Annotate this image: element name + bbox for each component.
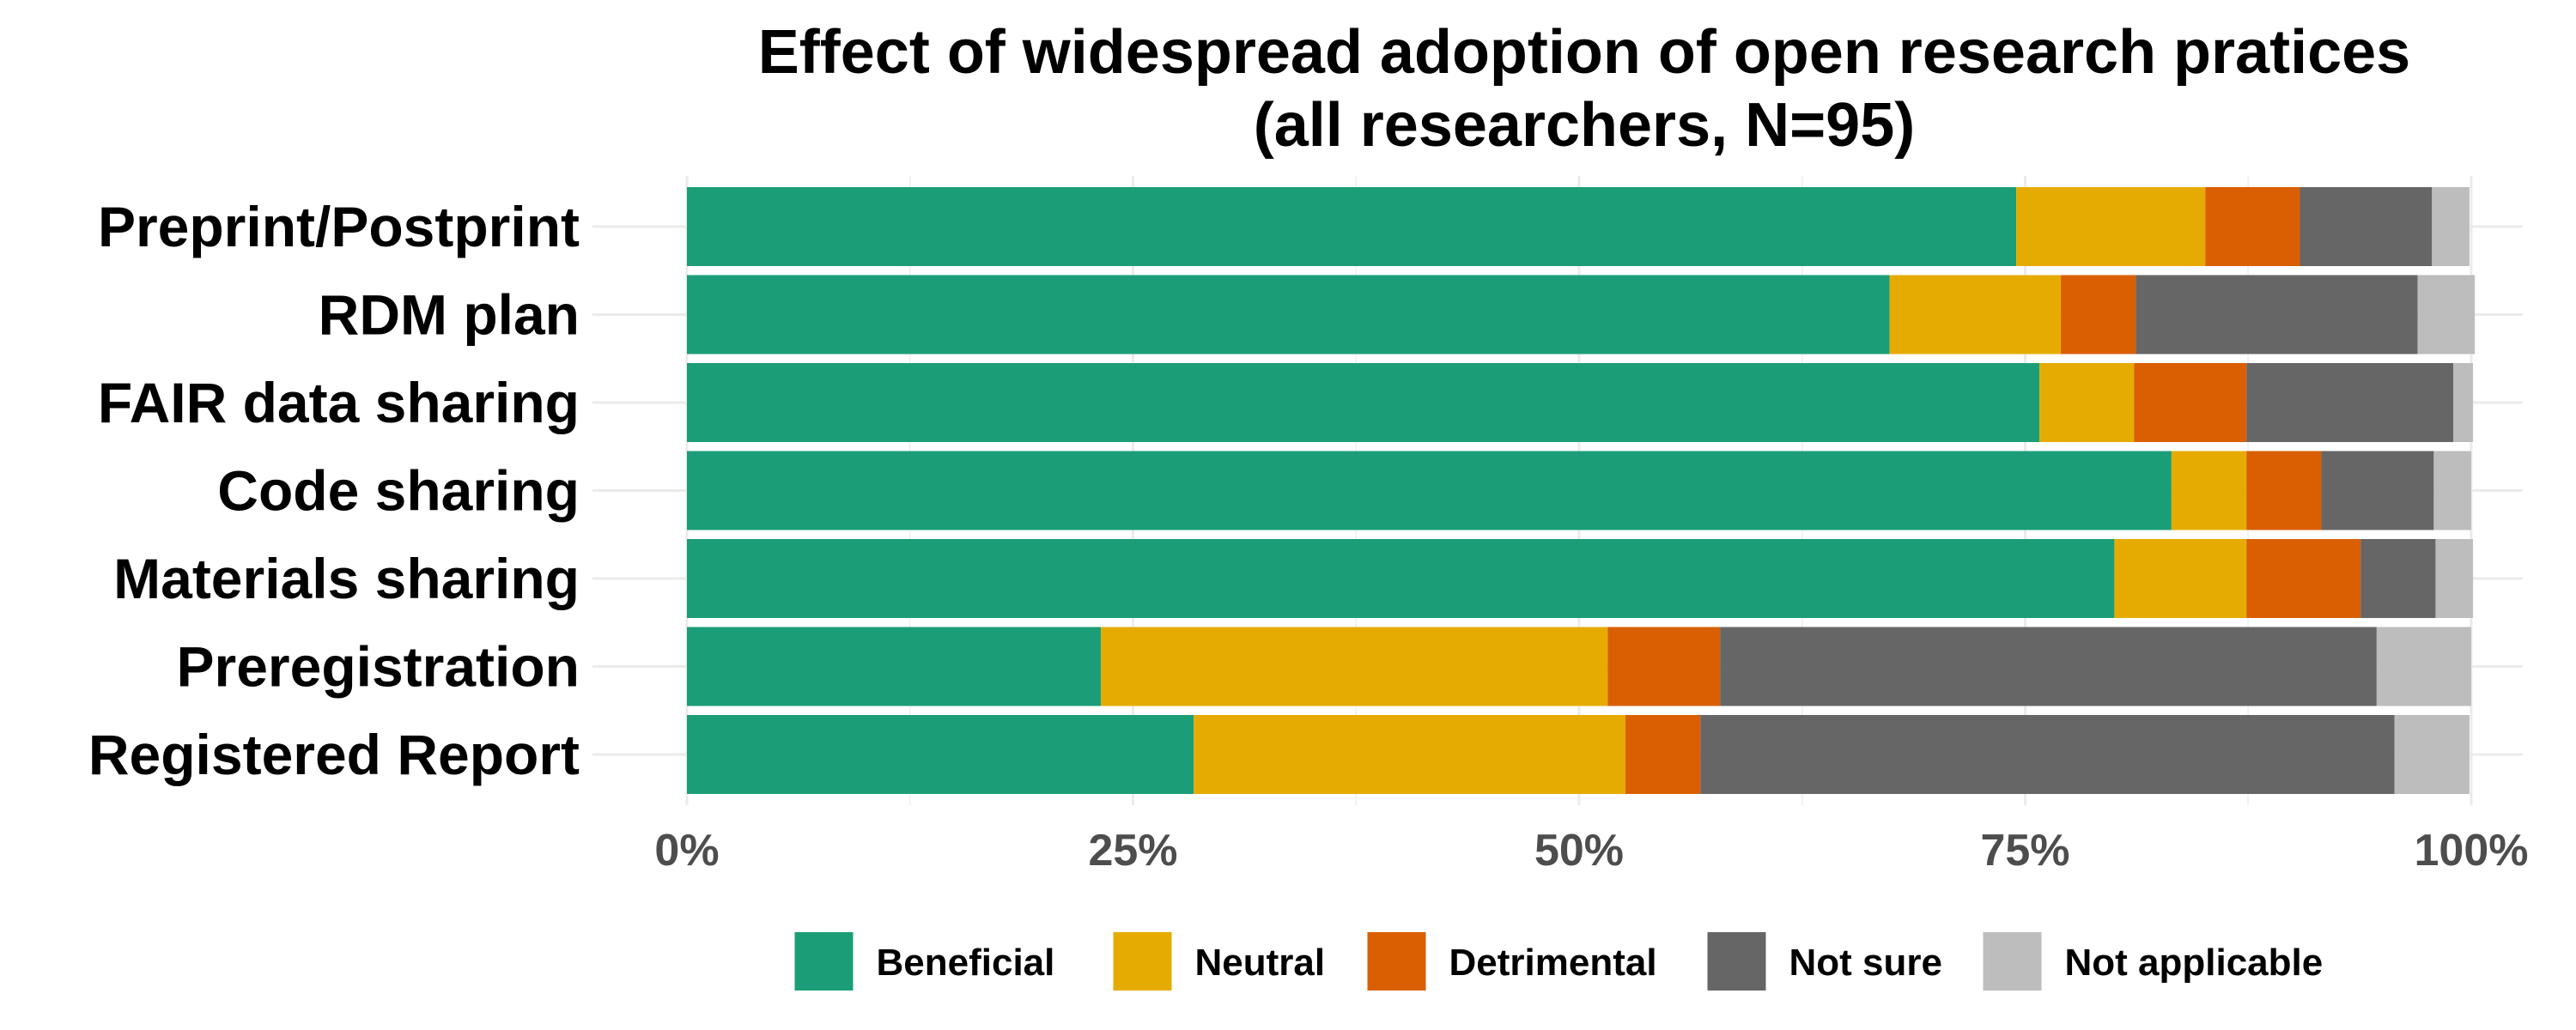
- bar-segment-detrimental: [2246, 451, 2322, 530]
- bar-segment-beneficial: [687, 187, 2017, 266]
- bar-segment-detrimental: [2134, 363, 2247, 442]
- legend-label: Beneficial: [877, 942, 1055, 984]
- category-label: FAIR data sharing: [98, 371, 580, 434]
- legend-item-beneficial: Beneficial: [794, 932, 1055, 991]
- legend-swatch: [1983, 932, 2042, 991]
- bar-segment-not-sure: [1700, 715, 2395, 794]
- bar-segment-not-sure: [1720, 627, 2377, 706]
- bar-segment-beneficial: [687, 539, 2115, 618]
- category-label: RDM plan: [319, 283, 580, 347]
- legend-item-detrimental: Detrimental: [1367, 932, 1657, 991]
- x-tick-label: 0%: [654, 826, 719, 876]
- bar-segment-not-applicable: [2376, 627, 2471, 706]
- bar-segment-not-sure: [2136, 275, 2418, 354]
- legend-item-not-sure: Not sure: [1707, 932, 1942, 991]
- chart-title: Effect of widespread adoption of open re…: [758, 18, 2410, 160]
- legend-swatch: [1707, 932, 1766, 991]
- legend-label: Not applicable: [2065, 942, 2324, 984]
- bar-segment-not-applicable: [2453, 363, 2474, 442]
- x-tick-label: 75%: [1980, 826, 2069, 876]
- bar-segment-not-sure: [2321, 451, 2434, 530]
- bar-segment-not-sure: [2360, 539, 2436, 618]
- legend: Beneficial Neutral Detrimental Not sure Not …: [794, 932, 2324, 991]
- bar-segment-neutral: [1889, 275, 2062, 354]
- category-label: Materials sharing: [113, 547, 580, 610]
- bar-segment-detrimental: [2205, 187, 2300, 266]
- bar-segment-beneficial: [687, 363, 2040, 442]
- bar-segment-neutral: [2016, 187, 2206, 266]
- legend-label: Not sure: [1789, 942, 1942, 984]
- legend-swatch: [1113, 932, 1172, 991]
- bar-segment-not-sure: [2246, 363, 2454, 442]
- bar-segment-neutral: [2171, 451, 2247, 530]
- category-label: Preregistration: [177, 635, 580, 699]
- legend-swatch: [794, 932, 854, 991]
- category-label: Preprint/Postprint: [98, 195, 580, 258]
- legend-item-neutral: Neutral: [1113, 932, 1326, 991]
- x-tick-labels: 0% 25% 50% 75% 100%: [654, 826, 2528, 876]
- bar-segment-detrimental: [2246, 539, 2361, 618]
- x-tick-label: 25%: [1088, 826, 1177, 876]
- bar-segment-neutral: [1101, 627, 1608, 706]
- category-label: Registered Report: [88, 723, 580, 786]
- bars: [687, 187, 2476, 794]
- bar-segment-beneficial: [687, 451, 2172, 530]
- bar-segment-detrimental: [1625, 715, 1701, 794]
- bar-segment-not-applicable: [2394, 715, 2470, 794]
- bar-segment-neutral: [1194, 715, 1626, 794]
- x-tick-label: 100%: [2415, 826, 2529, 876]
- x-tick-label: 50%: [1534, 826, 1624, 876]
- legend-swatch: [1367, 932, 1426, 991]
- bar-segment-beneficial: [687, 627, 1102, 706]
- legend-label: Neutral: [1195, 942, 1326, 984]
- bar-segment-detrimental: [2061, 275, 2136, 354]
- bar-segment-not-sure: [2300, 187, 2433, 266]
- bar-segment-not-applicable: [2433, 451, 2471, 530]
- bar-segment-not-applicable: [2435, 539, 2474, 618]
- bar-segment-not-applicable: [2417, 275, 2476, 354]
- legend-label: Detrimental: [1449, 942, 1657, 984]
- category-label: Code sharing: [217, 459, 580, 523]
- bar-segment-beneficial: [687, 715, 1194, 794]
- bar-segment-neutral: [2039, 363, 2135, 442]
- legend-item-not-applicable: Not applicable: [1983, 932, 2324, 991]
- chart-title-line1: Effect of widespread adoption of open re…: [758, 18, 2410, 87]
- bar-segment-neutral: [2114, 539, 2247, 618]
- bar-segment-not-applicable: [2432, 187, 2470, 266]
- bar-segment-beneficial: [687, 275, 1890, 354]
- chart-subtitle: (all researchers, N=95): [1254, 91, 1915, 160]
- category-labels: Preprint/Postprint RDM plan FAIR data shar…: [88, 195, 580, 786]
- bar-segment-detrimental: [1607, 627, 1721, 706]
